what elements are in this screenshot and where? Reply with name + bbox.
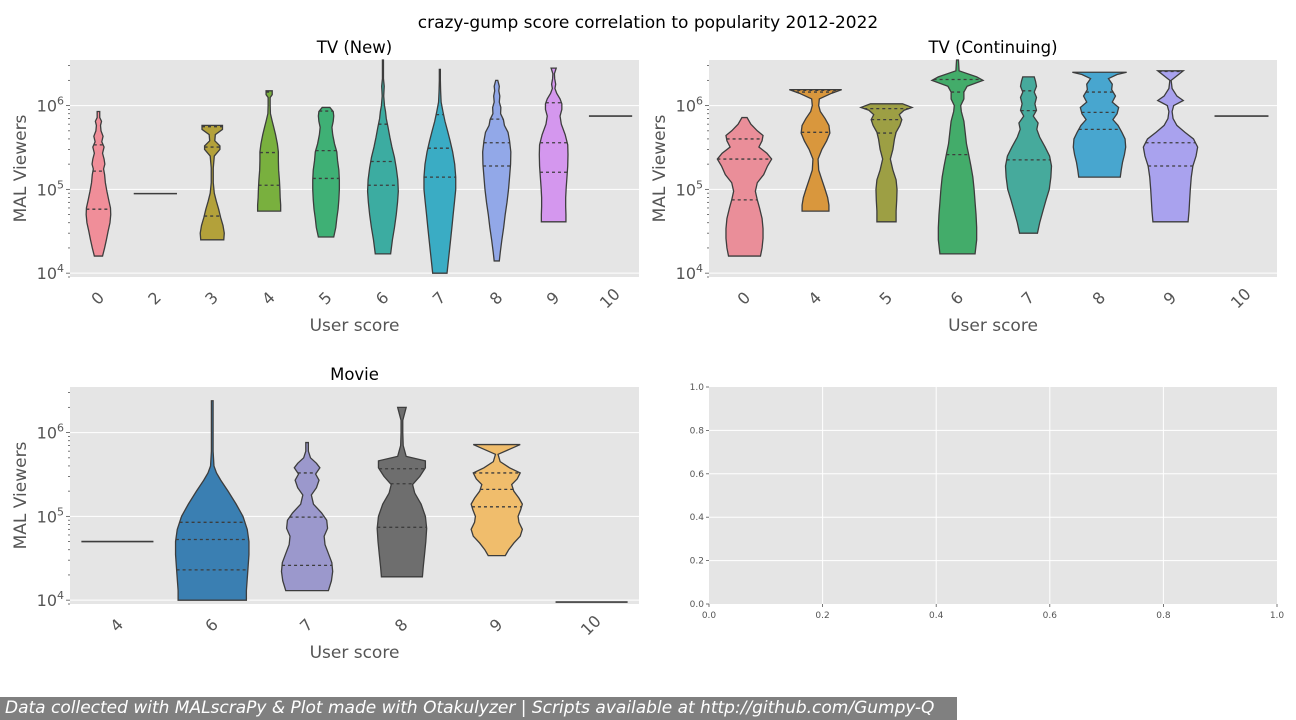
plot-area: [70, 387, 639, 604]
y-tick-label: 105: [37, 505, 64, 526]
x-tick-label: 4: [804, 288, 825, 309]
violin-4: [789, 88, 842, 212]
x-tick-label: 0.2: [815, 611, 829, 621]
y-tick-label: 106: [37, 422, 64, 443]
x-tick-label: 8: [1088, 288, 1109, 309]
x-tick-label: 8: [486, 288, 507, 309]
x-tick-label: 9: [1159, 288, 1180, 309]
x-tick-label: 0.4: [929, 611, 944, 621]
violin-8: [1072, 71, 1127, 178]
panel-tv-continuing: 104 105 106 0 4 5 6 7 8 9 10 TV (Continuing) User sc…: [650, 38, 1277, 336]
y-tick-label: 106: [37, 95, 64, 116]
y-tick-label: 1.0: [690, 383, 705, 393]
panel-tv-new: 104 105 106 0 2 3 4 5 6 7 8 9 10 TV (New) User score MA…: [11, 38, 639, 336]
x-tick-label: 9: [543, 288, 564, 309]
y-axis-label: MAL Viewers: [11, 114, 31, 222]
panel-empty: 0.0 0.2 0.4 0.6 0.8 1.0 0.0 0.2 0.4 0.6 0.8 1.0: [690, 383, 1285, 621]
x-tick-label: 4: [258, 288, 279, 309]
panel-title: Movie: [330, 365, 379, 384]
violin-5: [859, 103, 914, 223]
x-tick-label: 4: [106, 615, 127, 636]
y-axis-label: MAL Viewers: [11, 441, 31, 549]
violin-4: [256, 90, 282, 212]
x-axis-label: User score: [310, 316, 400, 336]
figure-suptitle: crazy-gump score correlation to populari…: [418, 13, 878, 33]
y-tick-label: 106: [676, 95, 703, 116]
x-tick-label: 5: [875, 288, 896, 309]
x-tick-label: 0.6: [1043, 611, 1058, 621]
violin-5: [312, 106, 341, 238]
violin-9: [538, 67, 569, 223]
x-tick-label: 9: [486, 615, 507, 636]
plot-area: [709, 387, 1277, 604]
footer-credit: Data collected with MALscraPy & Plot mad…: [0, 697, 957, 720]
panel-title: TV (Continuing): [927, 38, 1057, 57]
violin-8: [376, 406, 428, 578]
violin-6: [930, 59, 985, 255]
x-tick-label: 7: [429, 288, 450, 309]
x-tick-label: 3: [201, 288, 222, 309]
violin-9: [1142, 70, 1199, 223]
y-tick-label: 104: [37, 262, 64, 283]
y-tick-label: 0.0: [690, 600, 705, 610]
x-tick-label: 0: [733, 288, 754, 309]
x-tick-label: 0: [87, 288, 108, 309]
violin-6: [174, 400, 250, 601]
x-tick-label: 7: [296, 615, 317, 636]
violin-7: [423, 68, 457, 274]
x-tick-label: 2: [144, 288, 165, 309]
y-tick-label: 105: [37, 178, 64, 199]
x-axis-label: User score: [948, 316, 1038, 336]
x-tick-label: 6: [372, 288, 393, 309]
x-tick-label: 8: [391, 615, 412, 636]
violin-3: [199, 124, 225, 241]
y-tick-label: 105: [676, 178, 703, 199]
x-tick-label: 0.0: [702, 611, 717, 621]
x-tick-label: 7: [1017, 288, 1038, 309]
y-tick-label: 104: [37, 589, 64, 610]
panel-movie: 104 105 106 4 6 7 8 9 10 Movie User score MAL Viewe…: [11, 365, 639, 663]
y-tick-label: 0.2: [690, 557, 704, 567]
y-tick-label: 0.8: [690, 426, 705, 436]
x-tick-label: 0.8: [1156, 611, 1171, 621]
violin-8: [482, 79, 512, 262]
violin-6: [366, 59, 399, 255]
x-tick-label: 6: [946, 288, 967, 309]
x-tick-label: 5: [315, 288, 336, 309]
y-tick-label: 0.6: [690, 470, 705, 480]
violin-0: [85, 110, 112, 257]
x-tick-label: 10: [1227, 284, 1255, 312]
panel-title: TV (New): [316, 38, 392, 57]
x-tick-label: 1.0: [1270, 611, 1285, 621]
violin-0: [716, 116, 773, 257]
y-axis-label: MAL Viewers: [650, 114, 670, 222]
y-tick-label: 104: [676, 262, 703, 283]
violin-7: [280, 441, 334, 592]
x-axis-label: User score: [310, 643, 400, 663]
x-tick-label: 6: [201, 615, 222, 636]
x-tick-label: 10: [596, 284, 624, 312]
x-tick-label: 10: [577, 611, 605, 639]
y-tick-label: 0.4: [690, 513, 705, 523]
